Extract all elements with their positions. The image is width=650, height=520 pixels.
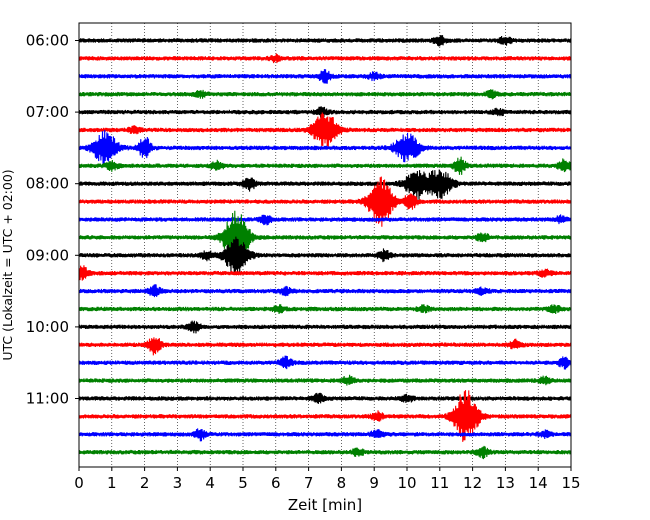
- trace-0800: [78, 169, 572, 200]
- y-tick-label: 10:00: [26, 318, 69, 336]
- x-tick-label: 7: [304, 474, 314, 492]
- trace-0630: [78, 69, 572, 84]
- x-tick-label: 5: [238, 474, 248, 492]
- x-tick-label: 8: [337, 474, 347, 492]
- x-axis-ticks: 0 1 2 3 4 5 6 7 8 9 10 11 12 13 14 15: [74, 467, 581, 492]
- y-tick-label: 11:00: [26, 390, 69, 408]
- trace-0615: [78, 53, 572, 64]
- y-axis-label: UTC (Lokalzeit = UTC + 02:00): [0, 169, 15, 360]
- x-tick-label: 13: [496, 474, 515, 492]
- trace-0815: [78, 176, 572, 227]
- plot-frame: [78, 22, 572, 468]
- x-tick-label: 12: [463, 474, 482, 492]
- x-tick-label: 14: [529, 474, 548, 492]
- trace-0600: [78, 35, 572, 47]
- y-axis-ticks: 06:00 07:00 08:00 09:00 10:00 11:00: [26, 32, 79, 408]
- x-tick-label: 1: [107, 474, 117, 492]
- trace-0915: [78, 265, 572, 281]
- trace-0715: [78, 112, 572, 149]
- trace-0930: [78, 284, 572, 298]
- x-tick-label: 3: [173, 474, 183, 492]
- trace-1015: [78, 337, 572, 356]
- trace-1130: [78, 428, 572, 442]
- trace-0700: [78, 106, 572, 118]
- trace-0900: [78, 236, 572, 274]
- trace-0845: [78, 210, 572, 265]
- x-tick-label: 4: [205, 474, 215, 492]
- y-tick-label: 08:00: [26, 175, 69, 193]
- x-tick-label: 6: [271, 474, 281, 492]
- x-tick-label: 15: [561, 474, 580, 492]
- trace-1000: [78, 320, 572, 334]
- y-tick-label: 09:00: [26, 246, 69, 264]
- seismic-traces: [78, 35, 572, 460]
- trace-1030: [78, 355, 572, 370]
- x-axis-label: Zeit [min]: [288, 496, 362, 514]
- trace-0830: [78, 214, 572, 226]
- trace-0730: [78, 129, 572, 166]
- x-tick-label: 11: [430, 474, 449, 492]
- trace-0645: [78, 89, 572, 100]
- trace-0745: [78, 156, 572, 175]
- y-tick-label: 07:00: [26, 103, 69, 121]
- x-tick-label: 10: [397, 474, 416, 492]
- trace-1115: [78, 390, 572, 442]
- trace-1045: [78, 374, 572, 386]
- y-tick-label: 06:00: [26, 32, 69, 50]
- trace-0945: [78, 304, 572, 314]
- x-tick-label: 2: [140, 474, 150, 492]
- trace-1145: [78, 445, 572, 460]
- trace-1100: [78, 392, 572, 404]
- x-tick-label: 9: [369, 474, 379, 492]
- x-tick-label: 0: [74, 474, 84, 492]
